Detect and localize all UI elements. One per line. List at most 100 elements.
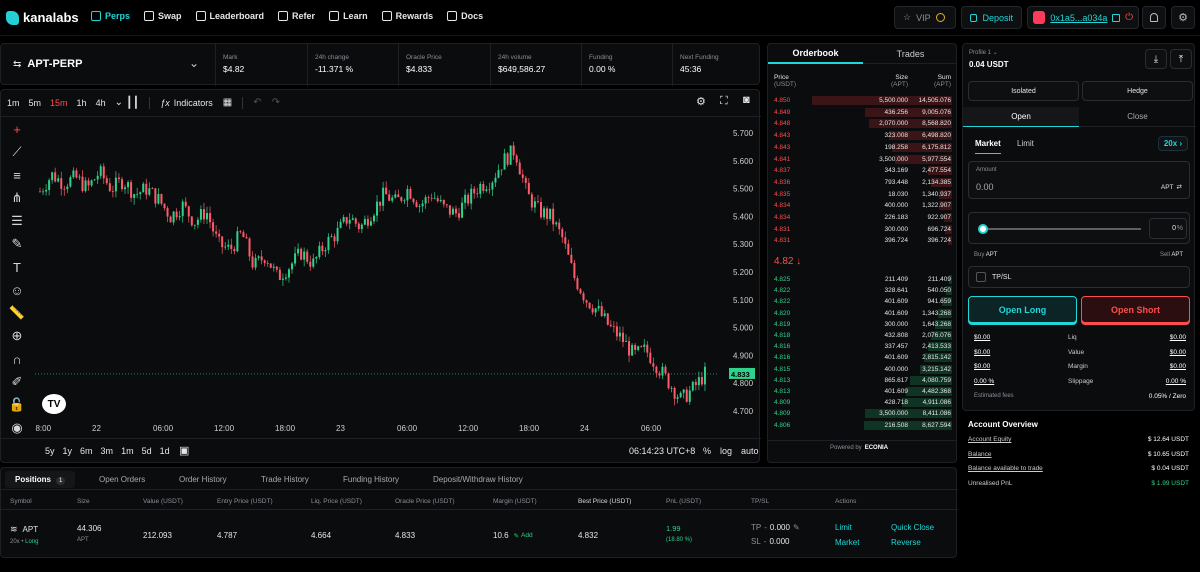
range-5y[interactable]: 5y bbox=[45, 446, 55, 456]
copy-icon[interactable] bbox=[1112, 13, 1121, 22]
ask-row[interactable]: 4.836 793.448 2,134.385 bbox=[768, 177, 956, 188]
amount-unit[interactable]: APT ⇄ bbox=[1161, 183, 1182, 192]
power-icon[interactable]: ⏻ bbox=[1125, 12, 1133, 23]
emoji-icon[interactable]: ☺ bbox=[10, 282, 24, 298]
ask-row[interactable]: 4.843 323.008 6,498.820 bbox=[768, 131, 956, 141]
tab-funding-history[interactable]: Funding History bbox=[343, 475, 399, 484]
range-1m[interactable]: 1m bbox=[121, 446, 134, 456]
bid-row[interactable]: 4.816 401.609 2,815.142 bbox=[768, 353, 956, 363]
magnet-icon[interactable]: ∩ bbox=[12, 351, 22, 367]
upload-button[interactable]: ⤒ bbox=[1170, 49, 1192, 69]
horizontal-lines-icon[interactable]: ≡ bbox=[13, 167, 21, 183]
scale-option[interactable]: log bbox=[720, 446, 733, 456]
tab-open-orders[interactable]: Open Orders bbox=[99, 475, 145, 484]
ask-row[interactable]: 4.849 436.256 9,005.076 bbox=[768, 107, 956, 118]
pitchfork-icon[interactable]: ⋔ bbox=[11, 190, 23, 205]
bid-row[interactable]: 4.806 216.508 8,627.594 bbox=[768, 420, 956, 431]
timeframe-5m[interactable]: 5m bbox=[28, 97, 42, 108]
candle-type-icon[interactable]: ┃┃ bbox=[126, 97, 140, 109]
ask-row[interactable]: 4.837 343.169 2,477.554 bbox=[768, 166, 956, 176]
tab-trades[interactable]: Trades bbox=[863, 44, 956, 64]
market-selector[interactable]: ⇆ APT-PERP bbox=[13, 58, 82, 70]
candlestick-chart[interactable]: 5.700 5.600 5.500 5.400 5.300 5.200 5.100 5.000… bbox=[35, 118, 759, 438]
indicators-button[interactable]: ƒx Indicators bbox=[160, 98, 213, 108]
slider-track[interactable] bbox=[981, 228, 1141, 230]
tradingview-logo-icon[interactable]: TV bbox=[42, 394, 66, 414]
chart-settings-icon[interactable]: ⚙ bbox=[696, 96, 706, 108]
bid-row[interactable]: 4.815 400.000 3,215.142 bbox=[768, 364, 956, 375]
zoom-icon[interactable]: ⊕ bbox=[11, 328, 23, 343]
tab-deposit-withdraw-history[interactable]: Deposit/Withdraw History bbox=[433, 475, 523, 484]
download-button[interactable]: ⤓ bbox=[1145, 49, 1167, 69]
nav-item-perps[interactable]: Perps bbox=[91, 11, 130, 21]
tpsl-toggle[interactable]: TP/SL bbox=[968, 266, 1190, 288]
bid-row[interactable]: 4.819 300.000 1,643.268 bbox=[768, 319, 956, 330]
tab-open[interactable]: Open bbox=[963, 107, 1079, 127]
redo-icon[interactable]: ↷ bbox=[271, 97, 281, 108]
wallet-button[interactable]: 0x1a5...a034a ⏻ bbox=[1027, 6, 1139, 29]
nav-item-swap[interactable]: Swap bbox=[144, 11, 182, 21]
ask-row[interactable]: 4.848 2,070.000 8,568.820 bbox=[768, 119, 956, 129]
timeframe-4h[interactable]: 4h bbox=[95, 97, 106, 108]
trend-line-icon[interactable]: ⟋ bbox=[12, 144, 22, 159]
lock-icon[interactable]: 🔓 bbox=[8, 397, 26, 412]
timeframe-1h[interactable]: 1h bbox=[76, 97, 87, 108]
ask-row[interactable]: 4.850 5,500.000 14,505.076 bbox=[768, 96, 956, 106]
text-icon[interactable]: T bbox=[13, 259, 21, 275]
calendar-icon[interactable]: ▣ bbox=[179, 445, 190, 457]
ask-row[interactable]: 4.834 400.000 1,322.907 bbox=[768, 201, 956, 211]
amount-input[interactable]: 0.00 bbox=[976, 182, 994, 192]
bid-row[interactable]: 4.820 401.609 1,343.268 bbox=[768, 308, 956, 319]
bid-row[interactable]: 4.825 211.409 211.409 bbox=[768, 275, 956, 285]
profile-selector[interactable]: Profile 1 ⌄ bbox=[969, 49, 998, 56]
nav-item-docs[interactable]: Docs bbox=[447, 11, 483, 21]
slider-thumb[interactable] bbox=[978, 224, 988, 234]
nav-item-leaderboard[interactable]: Leaderboard bbox=[195, 11, 264, 21]
tab-trade-history[interactable]: Trade History bbox=[261, 475, 309, 484]
camera-icon[interactable]: ◙ bbox=[743, 94, 750, 106]
brand-logo[interactable]: kanalabs bbox=[6, 10, 79, 25]
order-type-limit[interactable]: Limit bbox=[1017, 139, 1034, 148]
limit-close-button[interactable]: Limit bbox=[835, 523, 852, 532]
bid-row[interactable]: 4.813 865.617 4,080.759 bbox=[768, 375, 956, 386]
column-header[interactable]: Best Price (USDT) bbox=[578, 498, 632, 505]
tab-order-history[interactable]: Order History bbox=[179, 475, 227, 484]
ask-row[interactable]: 4.834 226.183 922.907 bbox=[768, 213, 956, 223]
bid-row[interactable]: 4.809 3,500.000 8,411.086 bbox=[768, 409, 956, 419]
scale-option[interactable]: auto bbox=[741, 446, 759, 456]
fullscreen-icon[interactable]: ⛶ bbox=[720, 95, 728, 107]
add-margin-button[interactable]: ✎ Add bbox=[514, 532, 533, 540]
deposit-button[interactable]: Deposit bbox=[961, 6, 1022, 29]
timeframe-15m[interactable]: 15m bbox=[50, 97, 68, 108]
ask-row[interactable]: 4.831 300.000 696.724 bbox=[768, 224, 956, 235]
isolated-button[interactable]: Isolated bbox=[968, 81, 1079, 101]
bid-row[interactable]: 4.818 432.808 2,076.076 bbox=[768, 331, 956, 341]
chevron-down-icon[interactable]: ⌄ bbox=[189, 56, 200, 70]
range-5d[interactable]: 5d bbox=[141, 446, 152, 456]
bid-row[interactable]: 4.816 337.457 2,413.533 bbox=[768, 342, 956, 352]
pencil-lock-icon[interactable]: ✐ bbox=[11, 374, 23, 389]
range-1d[interactable]: 1d bbox=[159, 446, 170, 456]
tpsl-checkbox[interactable] bbox=[976, 272, 986, 282]
ask-row[interactable]: 4.835 18.030 1,340.937 bbox=[768, 189, 956, 200]
range-3m[interactable]: 3m bbox=[100, 446, 114, 456]
chevron-down-icon[interactable]: ⌄ bbox=[114, 97, 123, 108]
tab-close[interactable]: Close bbox=[1079, 107, 1196, 127]
nav-item-refer[interactable]: Refer bbox=[278, 11, 315, 21]
nav-item-learn[interactable]: Learn bbox=[329, 11, 368, 21]
ruler-icon[interactable]: 📏 bbox=[8, 305, 26, 320]
nav-item-rewards[interactable]: Rewards bbox=[381, 11, 433, 21]
hedge-button[interactable]: Hedge bbox=[1082, 81, 1193, 101]
leverage-button[interactable]: 20x › bbox=[1158, 136, 1188, 151]
open-short-button[interactable]: Open Short bbox=[1081, 296, 1190, 323]
settings-button[interactable]: ⚙ bbox=[1171, 6, 1195, 29]
ask-row[interactable]: 4.843 198.258 6,175.812 bbox=[768, 142, 956, 153]
brush-icon[interactable]: ✎ bbox=[11, 236, 23, 251]
quick-close-button[interactable]: Quick Close bbox=[891, 523, 935, 532]
order-type-market[interactable]: Market bbox=[975, 139, 1001, 154]
bid-row[interactable]: 4.813 401.609 4,482.368 bbox=[768, 387, 956, 397]
fib-icon[interactable]: ☰ bbox=[11, 213, 23, 228]
vip-button[interactable]: ☆ VIP bbox=[894, 6, 956, 29]
edit-tpsl-icon[interactable]: ✎ bbox=[792, 523, 800, 532]
eye-icon[interactable]: ◉ bbox=[11, 420, 23, 435]
